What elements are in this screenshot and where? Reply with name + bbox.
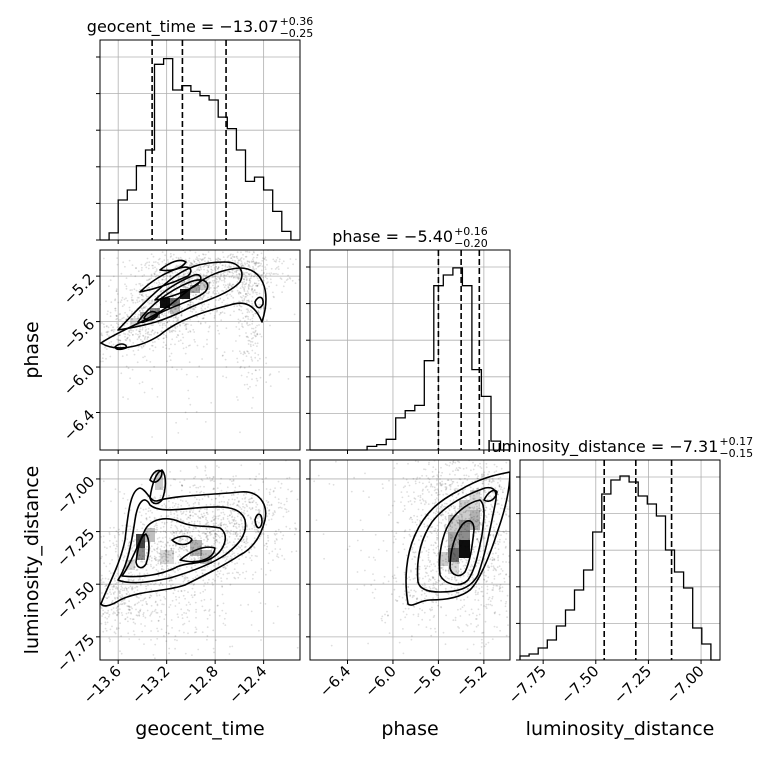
- y-axis-label-luminosity_distance: luminosity_distance: [21, 466, 43, 655]
- panel-background: [100, 40, 300, 240]
- title-sub: −0.25: [280, 27, 314, 40]
- y-tick-label-luminosity_distance: −7.00: [53, 473, 98, 518]
- title-sub: −0.20: [454, 237, 488, 250]
- title-base: geocent_time = −13.07: [87, 17, 279, 37]
- y-tick-label-phase: −6.0: [60, 361, 98, 399]
- title-base: phase = −5.40: [332, 227, 453, 246]
- x-tick-label-phase: −5.6: [407, 662, 445, 700]
- x-tick-label-phase: −5.2: [452, 662, 490, 700]
- y-tick-label-phase: −6.4: [60, 406, 98, 444]
- title-geocent_time: geocent_time = −13.07 +0.36−0.25: [87, 15, 313, 40]
- y-tick-label-luminosity_distance: −7.50: [53, 578, 98, 623]
- x-axis-label-geocent_time: geocent_time: [135, 718, 264, 740]
- x-tick-label-geocent_time: −13.2: [128, 662, 173, 707]
- x-axis-label-luminosity_distance: luminosity_distance: [526, 718, 715, 740]
- y-axis-label-phase: phase: [21, 321, 43, 378]
- x-tick-label-geocent_time: −12.8: [177, 662, 222, 707]
- title-sub: −0.15: [719, 447, 753, 460]
- x-tick-label-phase: −6.4: [316, 662, 354, 700]
- x-tick-label-geocent_time: −13.6: [80, 662, 125, 707]
- x-axis-label-phase: phase: [381, 718, 438, 740]
- x-tick-label-luminosity_distance: −7.50: [557, 662, 602, 707]
- y-tick-label-luminosity_distance: −7.25: [53, 525, 98, 570]
- x-tick-label-luminosity_distance: −7.75: [505, 662, 550, 707]
- title-luminosity_distance: luminosity_distance = −7.31 +0.17−0.15: [487, 435, 753, 460]
- title-base: luminosity_distance = −7.31: [487, 437, 718, 457]
- panel-background: [520, 460, 720, 660]
- x-tick-label-luminosity_distance: −7.25: [610, 662, 655, 707]
- x-tick-label-phase: −6.0: [361, 662, 399, 700]
- title-phase: phase = −5.40 +0.16−0.20: [332, 225, 488, 250]
- y-tick-label-phase: −5.2: [60, 270, 98, 308]
- y-tick-label-phase: −5.6: [60, 315, 98, 353]
- x-tick-label-geocent_time: −12.4: [225, 662, 270, 707]
- y-tick-label-luminosity_distance: −7.75: [53, 630, 98, 675]
- x-tick-label-luminosity_distance: −7.00: [663, 662, 708, 707]
